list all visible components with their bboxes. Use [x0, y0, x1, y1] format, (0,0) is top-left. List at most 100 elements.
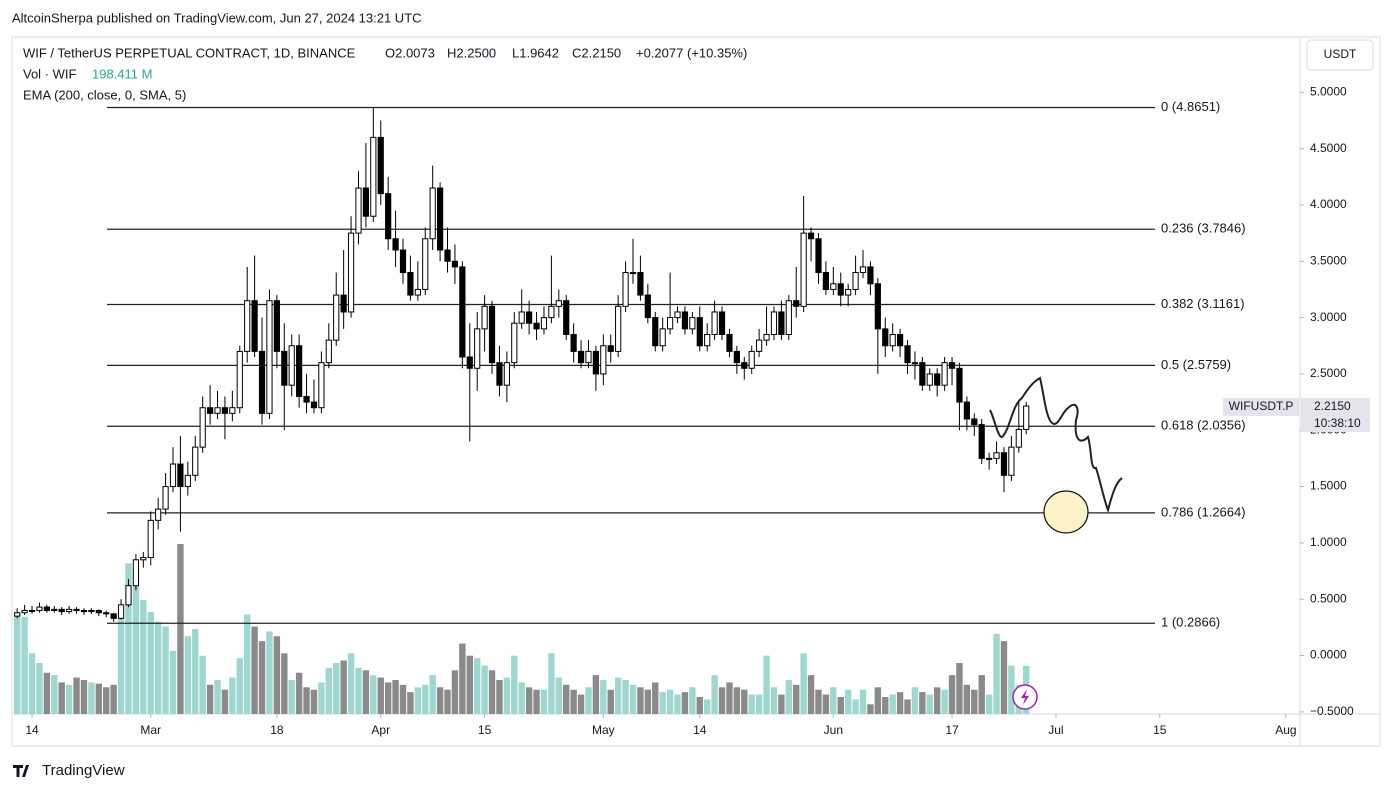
volume-bar: [88, 682, 95, 714]
x-tick-label: 17: [945, 723, 959, 737]
volume-bar: [221, 689, 229, 714]
candle-body: [496, 362, 503, 386]
volume-bar: [696, 697, 703, 714]
candle-body: [429, 187, 436, 240]
candle-body: [355, 187, 362, 234]
candle-body: [748, 350, 755, 369]
volume-bar: [889, 694, 896, 714]
candle-body: [132, 559, 140, 587]
volume-bar: [377, 677, 384, 714]
volume-bar: [399, 684, 407, 714]
volume-bar: [503, 677, 511, 714]
fib-label: 1 (0.2866): [1161, 615, 1220, 630]
volume-bar: [548, 653, 555, 714]
x-tick-label: 14: [693, 723, 707, 737]
candle-body: [303, 395, 310, 403]
candle-body: [459, 266, 466, 358]
candle-body: [281, 350, 288, 386]
volume-bar: [577, 694, 585, 714]
volume-bar: [563, 684, 570, 714]
volume-bar: [971, 689, 978, 714]
volume-bar: [956, 663, 963, 714]
candle-body: [266, 300, 273, 414]
byline: AltcoinSherpa published on TradingView.c…: [12, 10, 422, 25]
volume-bar: [785, 680, 793, 714]
volume-bar: [867, 704, 874, 714]
candle-body: [607, 345, 614, 352]
volume-bar: [793, 684, 800, 714]
volume-bar: [370, 675, 377, 714]
candle-body: [192, 446, 199, 476]
fib-label: 0.786 (1.2664): [1161, 504, 1246, 519]
volume-bar: [80, 680, 88, 714]
legend-open: O2.0073: [385, 45, 435, 60]
volume-bar: [496, 680, 503, 714]
y-tick-label: 4.0000: [1310, 197, 1347, 211]
x-tick-label: 14: [25, 723, 39, 737]
volume-bar: [251, 626, 258, 714]
y-tick-label: 0.5000: [1310, 591, 1347, 605]
volume-bar: [674, 694, 681, 714]
target-circle: [1043, 490, 1089, 534]
volume-bar: [333, 663, 340, 714]
volume-bar: [837, 697, 844, 714]
volume-bar: [622, 680, 629, 714]
candle-body: [407, 272, 414, 296]
volume-bar: [229, 677, 236, 714]
volume-bar: [763, 655, 770, 714]
candle-body: [518, 311, 525, 324]
candle-body: [644, 294, 651, 319]
candle-body: [169, 463, 177, 488]
candle-body: [318, 362, 325, 409]
candle-body: [466, 356, 473, 369]
candle-body: [807, 232, 815, 240]
y-tick-label: 1.5000: [1310, 479, 1347, 493]
volume-bar: [154, 621, 162, 714]
volume-bar: [392, 680, 399, 714]
volume-bar: [21, 616, 28, 714]
volume-bar: [659, 692, 666, 714]
volume-bar: [192, 629, 199, 714]
volume-bar: [162, 626, 169, 714]
candle-body: [14, 612, 21, 617]
volume-bar: [451, 670, 459, 714]
volume-bar: [51, 675, 58, 714]
candle-body: [689, 317, 696, 330]
volume-bar: [600, 680, 607, 714]
volume-bar: [65, 684, 73, 714]
candle-body: [904, 345, 911, 364]
candle-body: [258, 350, 266, 414]
volume-bar: [511, 655, 518, 714]
candle-body: [785, 300, 792, 335]
candle-body: [867, 266, 874, 285]
volume-bar: [199, 655, 206, 714]
candle-body: [629, 272, 637, 275]
currency-button[interactable]: [1306, 39, 1374, 71]
volume-bar: [778, 694, 785, 714]
candle-body: [941, 362, 948, 386]
x-tick-label: Apr: [371, 723, 390, 737]
candle-body: [592, 350, 600, 375]
volume-bar: [169, 650, 177, 714]
candle-body: [926, 373, 933, 386]
legend-close: C2.2150: [572, 45, 621, 60]
x-tick-label: Jul: [1048, 723, 1063, 737]
volume-bar: [800, 653, 807, 714]
volume-bar: [422, 684, 429, 714]
volume-bar: [243, 614, 251, 714]
candle-body: [704, 333, 711, 347]
volume-bar: [822, 694, 830, 714]
volume-bar: [689, 687, 696, 714]
alert-icon-bolt: [1021, 689, 1029, 705]
volume-bar: [896, 692, 904, 714]
fib-label: 0.618 (2.0356): [1161, 418, 1246, 433]
volume-bar: [13, 614, 21, 714]
volume-bar: [755, 694, 763, 714]
candle-body: [385, 193, 392, 240]
volume-bar: [132, 568, 140, 714]
candle-body: [845, 288, 852, 296]
candle-body: [956, 367, 963, 403]
candle-body: [778, 311, 785, 335]
volume-bar: [58, 682, 65, 714]
